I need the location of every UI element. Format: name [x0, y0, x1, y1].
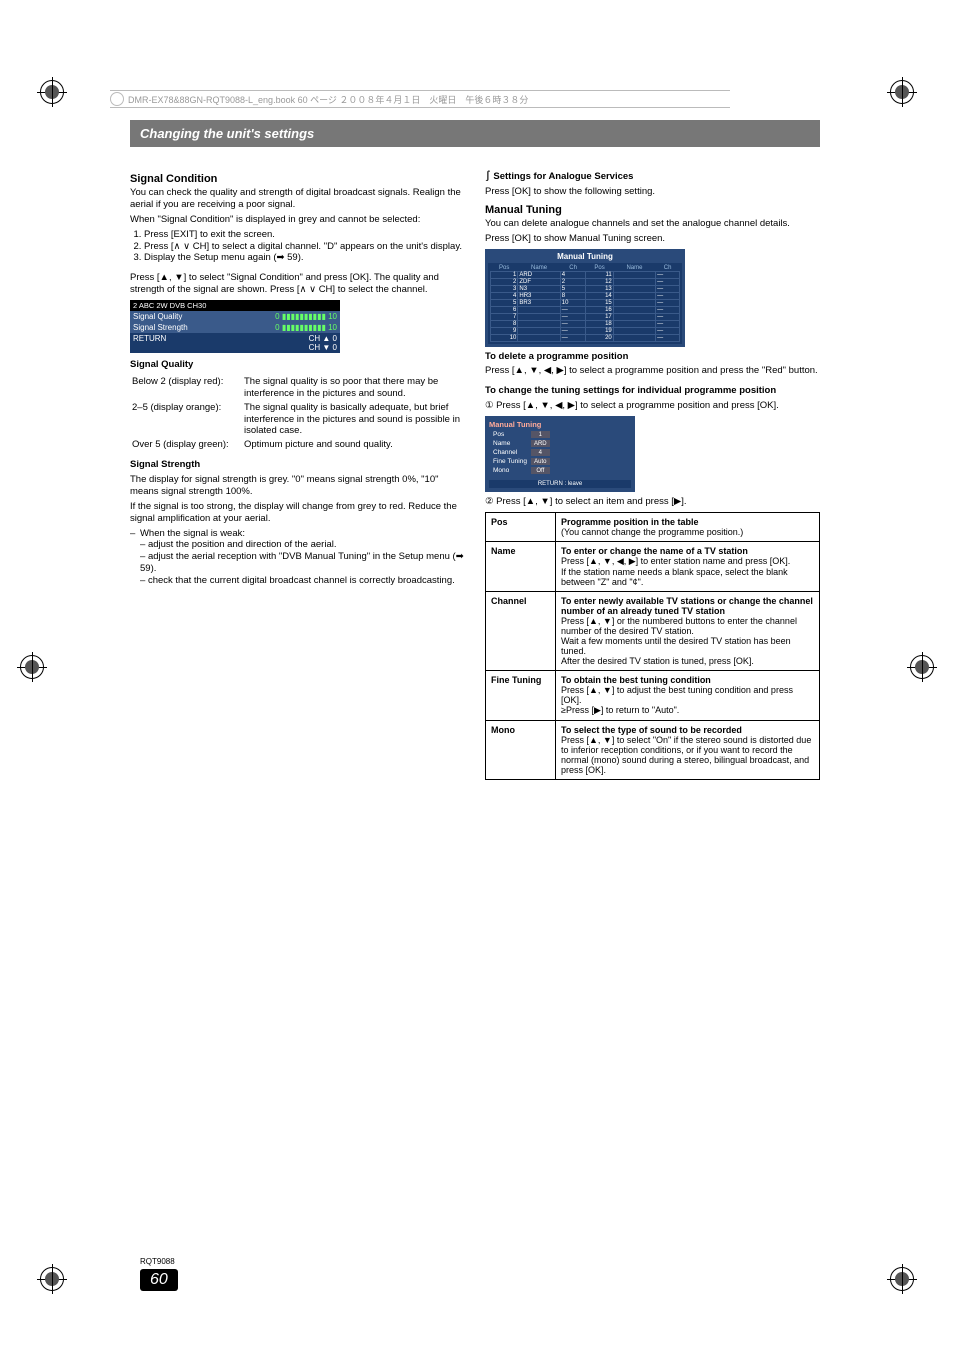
register-mark-icon [890, 1267, 914, 1291]
register-mark-icon [910, 655, 934, 679]
del-h: To delete a programme position [485, 351, 820, 363]
register-mark-icon [40, 80, 64, 104]
signal-ftr: RETURN CH ▲ 0CH ▼ 0 [130, 333, 340, 353]
signal-strength-row: Signal Strength 0 ▮▮▮▮▮▮▮▮▮▮ 10 [130, 322, 340, 333]
an-p1: Press [OK] to show the following setting… [485, 186, 820, 198]
signal-condition-h: Signal Condition [130, 173, 465, 185]
mt-h: Manual Tuning [485, 204, 820, 216]
sq-table: Below 2 (display red):The signal quality… [130, 374, 465, 453]
mt-p2: You can delete analogue channels and set… [485, 218, 820, 230]
mt-screen: Manual Tuning PosNameCh PosNameCh 1ARD41… [485, 249, 685, 347]
register-mark-icon [890, 80, 914, 104]
ss-p1: The display for signal strength is grey.… [130, 474, 465, 498]
section-header: Changing the unit's settings [130, 120, 820, 147]
signal-quality-row: Signal Quality 0 ▮▮▮▮▮▮▮▮▮▮ 10 [130, 311, 340, 322]
chg-h: To change the tuning settings for indivi… [485, 385, 820, 397]
right-column: ∫ Settings for Analogue Services Press [… [485, 167, 820, 780]
left-column: Signal Condition You can check the quali… [130, 167, 465, 780]
step-2: Press [∧ ∨ CH] to select a digital chann… [144, 241, 465, 253]
signal-hdr: 2 ABC 2W DVB CH30 [130, 300, 340, 311]
rqt-label: RQT9088 [140, 1257, 175, 1266]
analogue-h: ∫ Settings for Analogue Services [485, 171, 820, 183]
step-1: Press [EXIT] to exit the screen. [144, 229, 465, 241]
ss-h: Signal Strength [130, 459, 465, 471]
mt-p3: Press [OK] to show Manual Tuning screen. [485, 233, 820, 245]
mt-detail: Manual Tuning Pos1NameARDChannel4Fine Tu… [485, 416, 635, 492]
page-number: 60 [140, 1269, 178, 1291]
sq-h: Signal Quality [130, 359, 465, 371]
defs-table: PosProgramme position in the table(You c… [485, 512, 820, 780]
ss-p2: If the signal is too strong, the display… [130, 501, 465, 525]
sc-p3: Press [▲, ▼] to select "Signal Condition… [130, 272, 465, 296]
mt-table: PosNameCh PosNameCh 1ARD411—2ZDF212—3N35… [490, 265, 680, 342]
sc-p2: When "Signal Condition" is displayed in … [130, 214, 465, 226]
chg-2: ② Press [▲, ▼] to select an item and pre… [485, 496, 820, 508]
sc-p1: You can check the quality and strength o… [130, 187, 465, 211]
signal-box: 2 ABC 2W DVB CH30 Signal Quality 0 ▮▮▮▮▮… [130, 300, 340, 353]
ss-list: adjust the position and direction of the… [130, 539, 465, 587]
gear-icon [110, 92, 124, 106]
register-mark-icon [20, 655, 44, 679]
page-body: Changing the unit's settings Signal Cond… [130, 70, 830, 780]
register-mark-icon [40, 1267, 64, 1291]
ss-bullet: When the signal is weak: [130, 528, 465, 540]
chg-1: ① Press [▲, ▼, ◀, ▶] to select a program… [485, 400, 820, 412]
del-p: Press [▲, ▼, ◀, ▶] to select a programme… [485, 365, 820, 377]
step-3: Display the Setup menu again (➡ 59). [144, 252, 465, 264]
sc-steps: Press [EXIT] to exit the screen. Press [… [130, 229, 465, 265]
